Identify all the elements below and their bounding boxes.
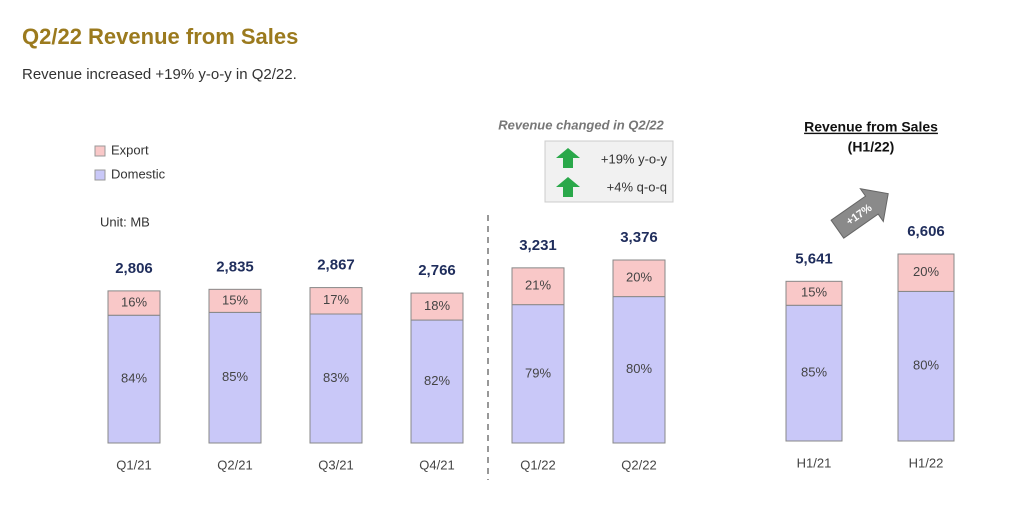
segment-label: 85% [222,369,248,384]
segment-label: 85% [801,365,827,380]
x-tick-label: H1/21 [797,455,832,470]
x-tick-label: H1/22 [909,455,944,470]
bar-segment [612,259,666,298]
x-tick-label: Q2/22 [621,457,656,472]
segment-label: 21% [525,278,551,293]
bar-segment [309,287,363,315]
legend-label: Export [111,142,149,157]
total-label: 3,231 [519,237,557,254]
segment-label: 83% [323,370,349,385]
x-tick-label: Q4/21 [419,457,454,472]
total-label: 2,835 [216,258,254,275]
segment-label: 80% [626,361,652,376]
bar-segment [511,304,565,444]
segment-label: 15% [222,292,248,307]
segment-label: 84% [121,371,147,386]
unit-label: Unit: MB [100,214,150,229]
x-tick-label: Q1/21 [116,457,151,472]
bar-segment [897,290,955,442]
total-label: 2,766 [418,262,456,279]
up-arrow [556,177,580,197]
up-arrow [556,148,580,168]
total-label: 3,376 [620,229,658,246]
segment-label: 17% [323,292,349,307]
bar-segment [208,311,262,444]
total-label: 5,641 [795,250,833,267]
x-tick-label: Q2/21 [217,457,252,472]
h1-subtitle: (H1/22) [848,139,895,155]
total-label: 2,867 [317,257,355,274]
segment-label: 15% [801,285,827,300]
segment-label: 82% [424,373,450,388]
annotation-item: +4% q-o-q [607,179,667,194]
legend-swatch [94,169,106,181]
bar-segment [785,304,843,442]
slide-subtitle: Revenue increased +19% y-o-y in Q2/22. [22,66,297,83]
total-label: 6,606 [907,223,945,240]
bar-segment [309,313,363,444]
bar-segment [107,290,161,316]
bar-segment [785,280,843,306]
bar-segment [410,292,464,321]
total-label: 2,806 [115,260,153,277]
segment-label: 20% [626,270,652,285]
bar-segment [612,296,666,444]
bar-segment [511,267,565,306]
segment-label: 16% [121,295,147,310]
bar-segment [107,314,161,444]
slide-title: Q2/22 Revenue from Sales [22,24,298,49]
annotation-item: +19% y-o-y [601,151,668,166]
legend-swatch [94,145,106,157]
annotation-title: Revenue changed in Q2/22 [498,117,664,132]
segment-label: 79% [525,365,551,380]
segment-label: 18% [424,298,450,313]
x-tick-label: Q1/22 [520,457,555,472]
growth-arrow: +17% [830,188,889,239]
segment-label: 20% [913,264,939,279]
bar-segment [208,288,262,313]
bar-segment [897,253,955,292]
h1-title: Revenue from Sales [804,119,938,135]
legend-label: Domestic [111,166,166,181]
segment-label: 80% [913,358,939,373]
x-tick-label: Q3/21 [318,457,353,472]
